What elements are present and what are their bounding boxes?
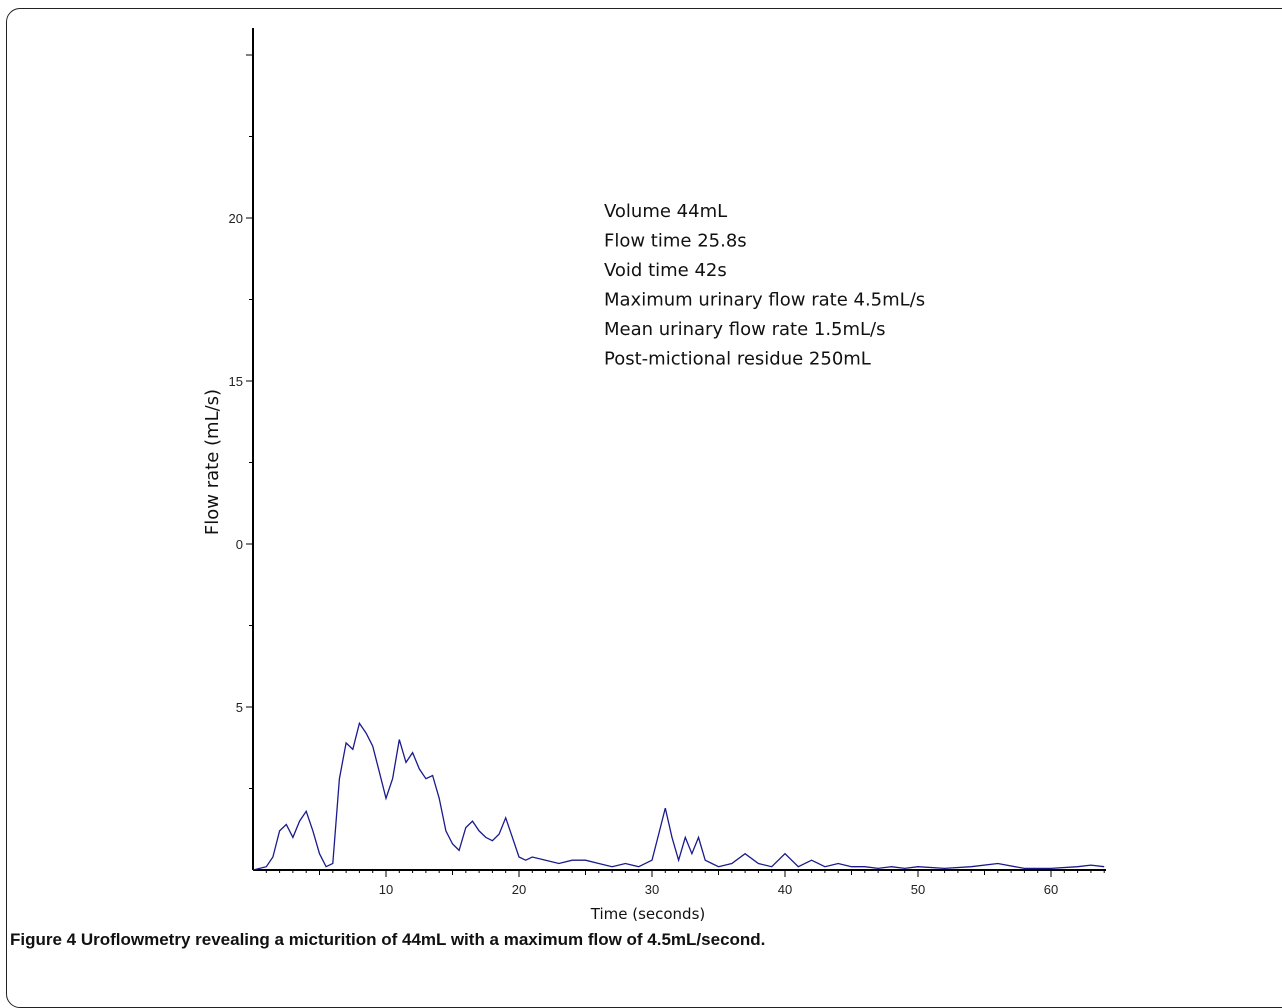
y-tick-label: 5 xyxy=(236,700,243,715)
x-tick-label: 30 xyxy=(645,882,659,897)
figure-caption: Figure 4 Uroflowmetry revealing a mictur… xyxy=(10,930,765,950)
annotation-line: Post-mictional residue 250mL xyxy=(604,349,871,370)
annotation-line: Void time 42s xyxy=(604,260,727,281)
x-tick-label: 20 xyxy=(512,882,526,897)
annotation-block: Volume 44mL Flow time 25.8s Void time 42s M… xyxy=(604,201,925,370)
x-tick-label: 60 xyxy=(1044,882,1058,897)
caption-text: Uroflowmetry revealing a micturition of … xyxy=(76,930,766,949)
x-tick-label: 40 xyxy=(778,882,792,897)
x-tick-label: 10 xyxy=(379,882,393,897)
figure-label: Figure 4 xyxy=(10,930,77,949)
y-tick-label: 20 xyxy=(229,211,243,226)
y-tick-label: 0 xyxy=(236,537,243,552)
annotation-line: Maximum urinary flow rate 4.5mL/s xyxy=(604,290,925,311)
tick-marks xyxy=(246,54,1105,877)
annotation-line: Flow time 25.8s xyxy=(604,231,747,252)
x-axis-label: Time (seconds) xyxy=(590,905,706,923)
flow-rate-line xyxy=(252,721,1105,871)
annotation-line: Mean urinary flow rate 1.5mL/s xyxy=(604,319,886,340)
y-axis-label: Flow rate (mL/s) xyxy=(202,389,223,535)
y-tick-label: 15 xyxy=(229,374,243,389)
annotation-line: Volume 44mL xyxy=(604,201,727,222)
x-tick-label: 50 xyxy=(911,882,925,897)
axes xyxy=(252,28,1106,871)
